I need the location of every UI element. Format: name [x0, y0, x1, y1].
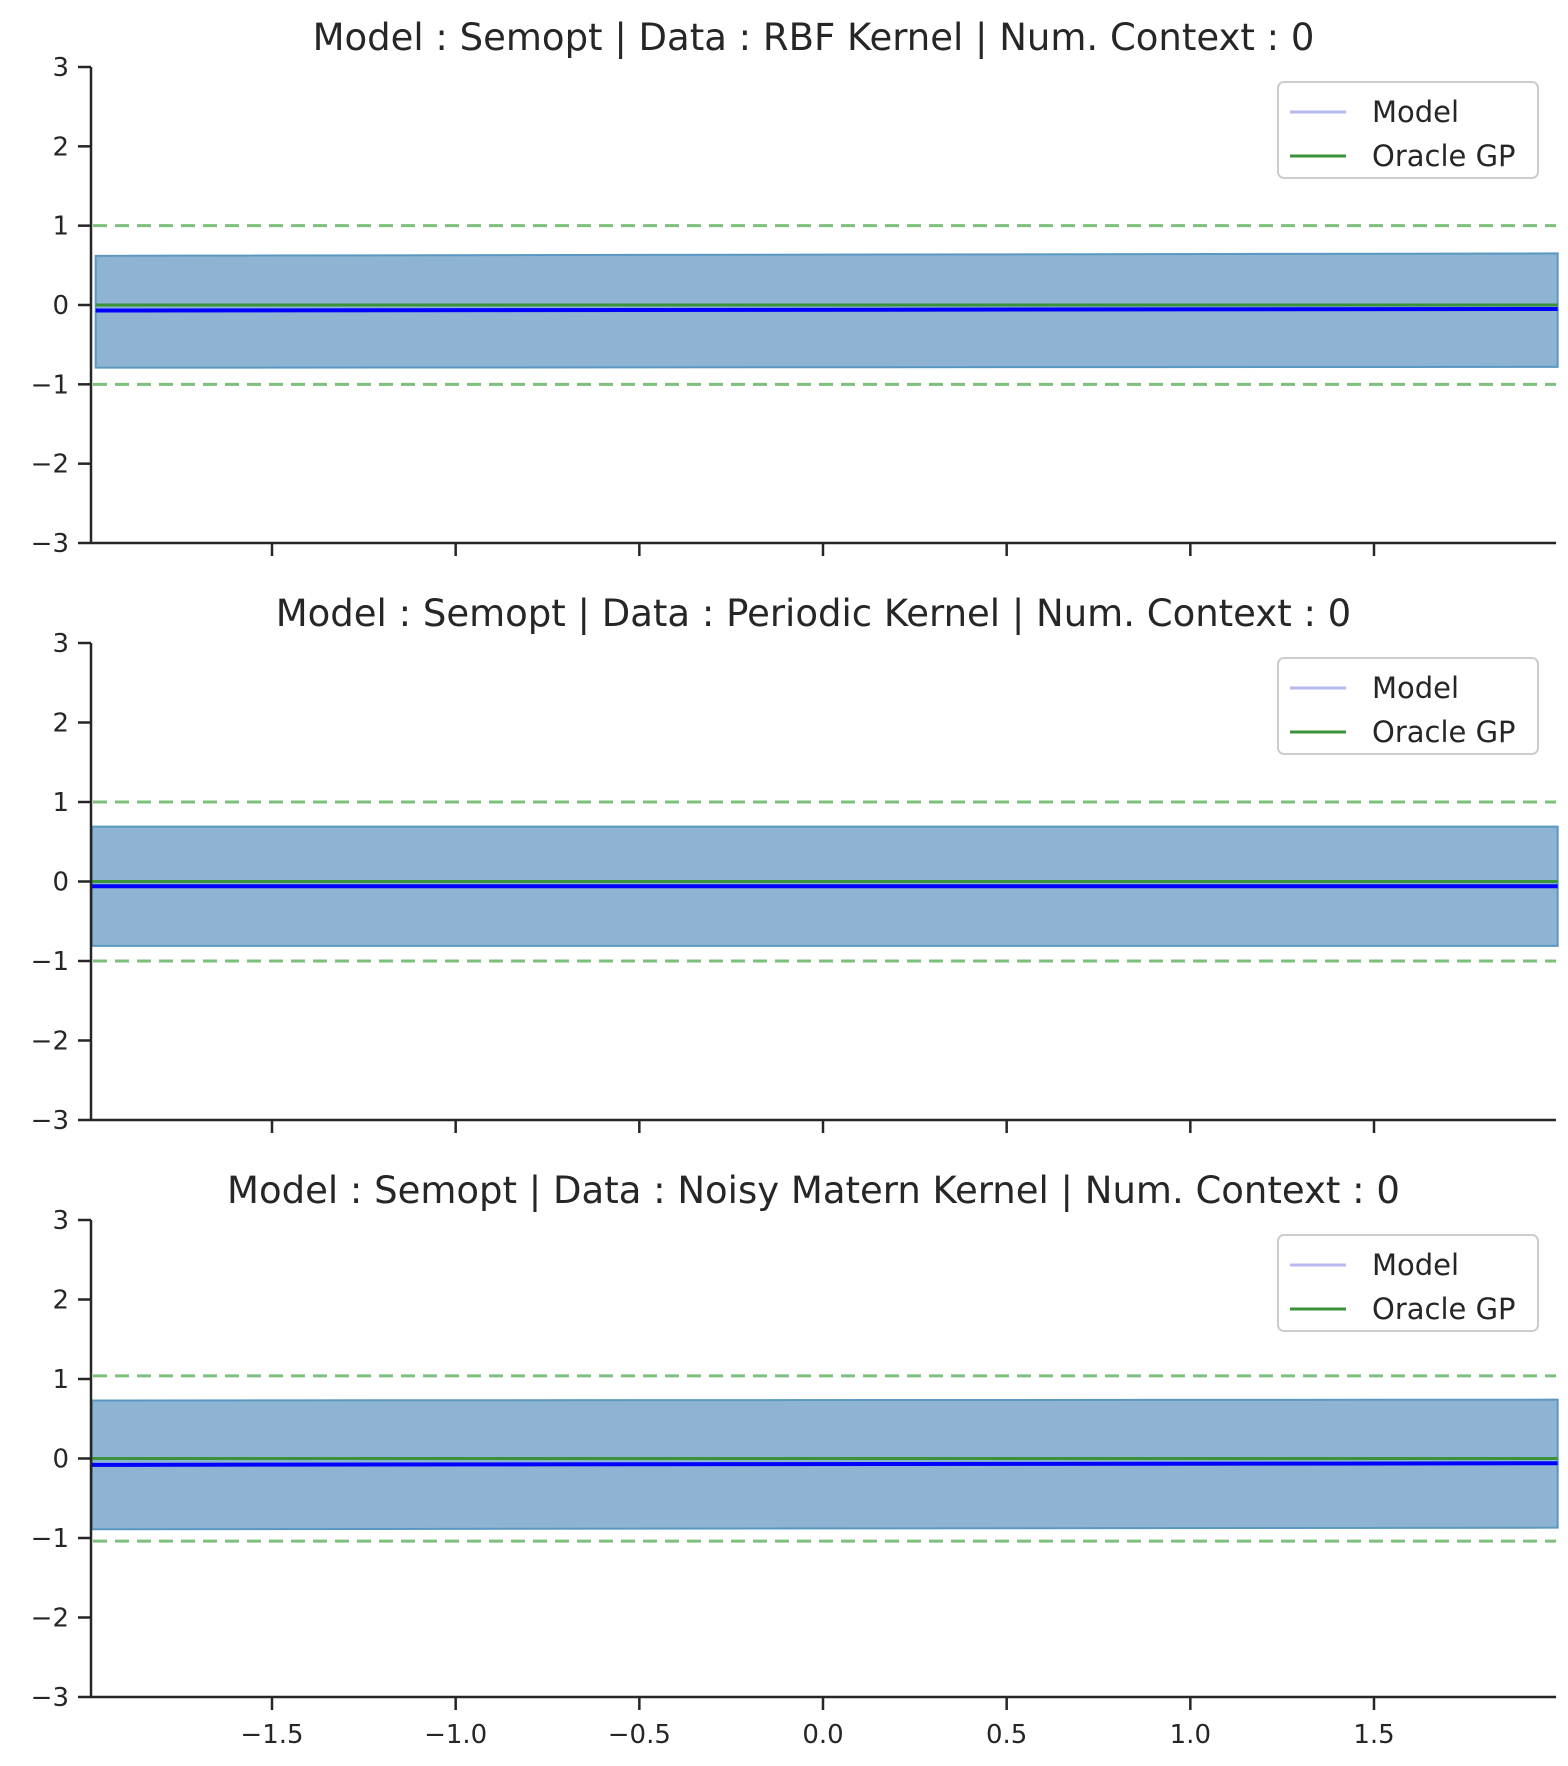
y-tick-label: −3	[31, 1683, 69, 1713]
y-tick-label: 2	[52, 132, 69, 162]
y-tick-label: −1	[31, 947, 69, 977]
legend-label: Model	[1372, 671, 1459, 705]
x-tick-label: 0.0	[802, 1720, 843, 1750]
y-tick-label: 2	[52, 709, 69, 739]
y-tick-label: 1	[52, 1365, 69, 1395]
panel-3: Model : Semopt | Data : Noisy Matern Ker…	[31, 1169, 1559, 1750]
y-tick-label: −2	[31, 450, 69, 480]
legend-frame	[1277, 81, 1539, 179]
y-tick-label: −1	[31, 370, 69, 400]
panel-title: Model : Semopt | Data : Noisy Matern Ker…	[227, 1169, 1400, 1212]
y-tick-label: 3	[52, 1206, 69, 1236]
y-tick-label: 0	[52, 868, 69, 898]
y-tick-label: 0	[52, 1445, 69, 1475]
panel-1: Model : Semopt | Data : RBF Kernel | Num…	[31, 16, 1559, 559]
legend-label: Oracle GP	[1372, 1292, 1516, 1326]
x-tick-label: 0.5	[986, 1720, 1027, 1750]
x-tick-label: 1.0	[1170, 1720, 1211, 1750]
legend-frame	[1277, 1234, 1539, 1332]
y-tick-label: −2	[31, 1027, 69, 1057]
legend: Model Oracle GP	[1277, 1234, 1539, 1332]
panel-title: Model : Semopt | Data : Periodic Kernel …	[276, 592, 1351, 635]
y-tick-label: 1	[52, 212, 69, 242]
panel-2: Model : Semopt | Data : Periodic Kernel …	[31, 592, 1559, 1136]
panel-title: Model : Semopt | Data : RBF Kernel | Num…	[313, 16, 1315, 59]
y-tick-label: 3	[52, 629, 69, 659]
y-tick-label: −2	[31, 1604, 69, 1634]
legend-label: Model	[1372, 95, 1459, 129]
y-tick-label: −3	[31, 1106, 69, 1136]
model-mean-line	[92, 1461, 1558, 1467]
legend-label: Model	[1372, 1248, 1459, 1282]
x-tick-label: −0.5	[608, 1720, 671, 1750]
legend-label: Oracle GP	[1372, 715, 1516, 749]
x-tick-label: −1.0	[424, 1720, 487, 1750]
legend: Model Oracle GP	[1277, 81, 1539, 179]
y-tick-label: 1	[52, 788, 69, 818]
y-tick-label: 3	[52, 53, 69, 83]
y-tick-label: 0	[52, 291, 69, 321]
y-tick-label: −1	[31, 1524, 69, 1554]
legend: Model Oracle GP	[1277, 657, 1539, 755]
model-mean-line	[95, 306, 1558, 313]
legend-frame	[1277, 657, 1539, 755]
y-tick-label: −3	[31, 529, 69, 559]
y-tick-label: 2	[52, 1286, 69, 1316]
legend-label: Oracle GP	[1372, 139, 1516, 173]
x-tick-label: −1.5	[240, 1720, 303, 1750]
x-tick-label: 1.5	[1353, 1720, 1394, 1750]
